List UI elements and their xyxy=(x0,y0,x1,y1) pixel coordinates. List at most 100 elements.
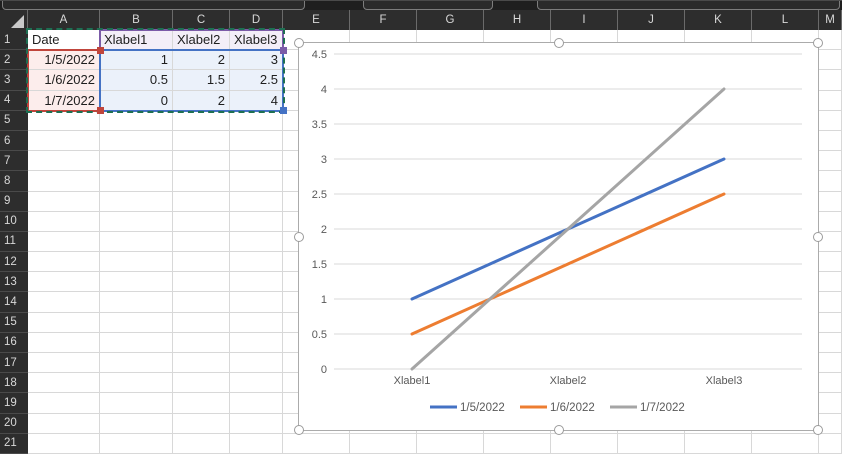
cell-E21[interactable] xyxy=(283,433,350,454)
row-header-18[interactable]: 18 xyxy=(0,373,28,394)
cell-B2[interactable]: 1 xyxy=(100,50,173,71)
column-header-E[interactable]: E xyxy=(283,10,350,30)
cell-M8[interactable] xyxy=(819,171,842,192)
cell-M15[interactable] xyxy=(819,312,842,333)
chart-resize-handle[interactable] xyxy=(294,425,304,435)
cell-B16[interactable] xyxy=(100,332,173,354)
values-range-handle[interactable] xyxy=(279,107,287,115)
cell-M19[interactable] xyxy=(819,393,842,414)
cell-C7[interactable] xyxy=(173,151,230,172)
cell-J21[interactable] xyxy=(618,433,685,454)
cell-D15[interactable] xyxy=(230,312,283,333)
cell-M5[interactable] xyxy=(819,110,842,131)
cell-D20[interactable] xyxy=(230,413,283,434)
column-header-M[interactable]: M xyxy=(819,10,842,30)
cell-A16[interactable] xyxy=(28,332,100,354)
cell-A5[interactable] xyxy=(28,110,100,131)
row-header-5[interactable]: 5 xyxy=(0,111,28,131)
row-header-12[interactable]: 12 xyxy=(0,252,28,273)
cell-B8[interactable] xyxy=(100,171,173,192)
row-header-15[interactable]: 15 xyxy=(0,313,28,333)
row-header-17[interactable]: 17 xyxy=(0,353,28,374)
cell-A2[interactable]: 1/5/2022 xyxy=(28,50,100,71)
series-line-1/7/2022[interactable] xyxy=(410,87,726,371)
cell-D11[interactable] xyxy=(230,231,283,253)
row-header-21[interactable]: 21 xyxy=(0,434,28,454)
cell-B11[interactable] xyxy=(100,231,173,253)
cell-C8[interactable] xyxy=(173,171,230,192)
cell-C15[interactable] xyxy=(173,312,230,333)
cell-A8[interactable] xyxy=(28,171,100,192)
row-header-20[interactable]: 20 xyxy=(0,414,28,434)
cell-D2[interactable]: 3 xyxy=(230,50,283,71)
formula-buttons[interactable] xyxy=(363,1,493,10)
cell-M9[interactable] xyxy=(819,191,842,212)
cell-M16[interactable] xyxy=(819,332,842,354)
cell-B4[interactable]: 0 xyxy=(100,90,173,111)
legend-item-label[interactable]: 1/5/2022 xyxy=(460,402,505,414)
cell-C14[interactable] xyxy=(173,292,230,313)
row-header-1[interactable]: 1 xyxy=(0,30,28,51)
cell-D7[interactable] xyxy=(230,151,283,172)
cell-C21[interactable] xyxy=(173,433,230,454)
cell-F21[interactable] xyxy=(350,433,417,454)
chart-resize-handle[interactable] xyxy=(553,38,564,48)
cell-B18[interactable] xyxy=(100,373,173,394)
cell-D4[interactable]: 4 xyxy=(230,90,283,111)
column-header-C[interactable]: C xyxy=(173,10,230,30)
cell-A20[interactable] xyxy=(28,413,100,434)
cell-D14[interactable] xyxy=(230,292,283,313)
cell-D21[interactable] xyxy=(230,433,283,454)
chart-resize-handle[interactable] xyxy=(294,231,304,242)
row-header-16[interactable]: 16 xyxy=(0,333,28,354)
cell-A11[interactable] xyxy=(28,231,100,253)
cell-D10[interactable] xyxy=(230,211,283,232)
cell-A13[interactable] xyxy=(28,272,100,293)
cell-B3[interactable]: 0.5 xyxy=(100,70,173,91)
row-header-2[interactable]: 2 xyxy=(0,50,28,71)
cell-M10[interactable] xyxy=(819,211,842,232)
cell-C12[interactable] xyxy=(173,252,230,273)
cell-L21[interactable] xyxy=(752,433,819,454)
cell-I21[interactable] xyxy=(551,433,618,454)
cell-A7[interactable] xyxy=(28,151,100,172)
cell-A6[interactable] xyxy=(28,130,100,152)
cell-C13[interactable] xyxy=(173,272,230,293)
cell-D17[interactable] xyxy=(230,353,283,374)
cell-A14[interactable] xyxy=(28,292,100,313)
series-names-range-handle-top[interactable] xyxy=(96,46,104,54)
column-header-B[interactable]: B xyxy=(100,10,173,30)
row-header-19[interactable]: 19 xyxy=(0,393,28,414)
chart-resize-handle[interactable] xyxy=(813,425,823,435)
cell-B10[interactable] xyxy=(100,211,173,232)
row-header-6[interactable]: 6 xyxy=(0,131,28,152)
cell-B19[interactable] xyxy=(100,393,173,414)
cell-D12[interactable] xyxy=(230,252,283,273)
cell-D16[interactable] xyxy=(230,332,283,354)
cell-C1[interactable]: Xlabel2 xyxy=(173,30,230,51)
cell-B20[interactable] xyxy=(100,413,173,434)
legend-item-label[interactable]: 1/7/2022 xyxy=(640,402,685,414)
cell-B5[interactable] xyxy=(100,110,173,131)
row-header-8[interactable]: 8 xyxy=(0,171,28,192)
cell-C20[interactable] xyxy=(173,413,230,434)
cell-M21[interactable] xyxy=(819,433,842,454)
legend-item-label[interactable]: 1/6/2022 xyxy=(550,402,595,414)
formula-bar-input[interactable] xyxy=(537,1,840,10)
category-labels-range-handle[interactable] xyxy=(279,46,287,54)
series-line-1/6/2022[interactable] xyxy=(410,192,726,336)
cell-A15[interactable] xyxy=(28,312,100,333)
cell-D18[interactable] xyxy=(230,373,283,394)
chart-resize-handle[interactable] xyxy=(813,231,823,242)
cell-B1[interactable]: Xlabel1 xyxy=(100,30,173,51)
cell-C16[interactable] xyxy=(173,332,230,354)
column-header-D[interactable]: D xyxy=(230,10,283,30)
cell-A10[interactable] xyxy=(28,211,100,232)
cell-A19[interactable] xyxy=(28,393,100,414)
cell-B6[interactable] xyxy=(100,130,173,152)
cell-D6[interactable] xyxy=(230,130,283,152)
cell-C18[interactable] xyxy=(173,373,230,394)
cell-M6[interactable] xyxy=(819,130,842,152)
row-header-14[interactable]: 14 xyxy=(0,292,28,313)
column-header-F[interactable]: F xyxy=(350,10,417,30)
